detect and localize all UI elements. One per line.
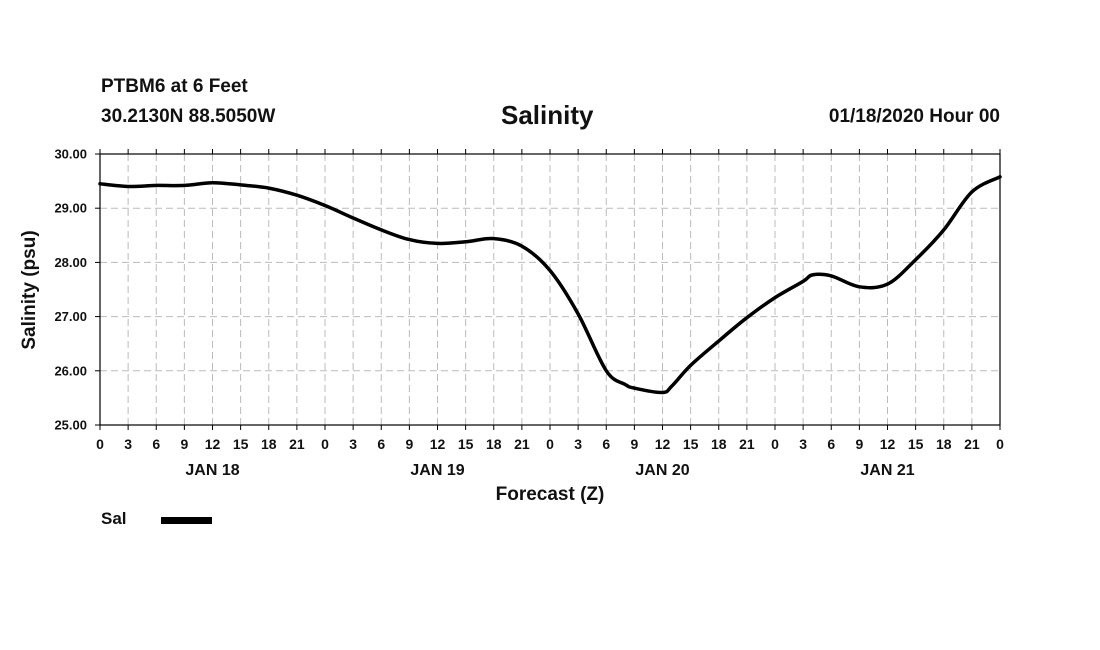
x-tick-label: 0	[321, 436, 329, 452]
salinity-series-line	[98, 175, 1002, 395]
x-tick-label: 18	[711, 436, 727, 452]
y-tick-label: 27.00	[54, 309, 87, 324]
x-tick-label: 12	[205, 436, 221, 452]
x-tick-label: 15	[233, 436, 249, 452]
x-tick-label: 6	[827, 436, 835, 452]
station-name: PTBM6 at 6 Feet	[101, 76, 248, 97]
x-tick-label: 6	[377, 436, 385, 452]
y-tick-label: 26.00	[54, 363, 87, 378]
y-tick-label: 30.00	[54, 147, 87, 162]
station-coordinates: 30.2130N 88.5050W	[101, 106, 276, 127]
x-tick-label: 15	[683, 436, 699, 452]
x-tick-label: 9	[180, 436, 188, 452]
forecast-issue-time: 01/18/2020 Hour 00	[828, 106, 1000, 127]
y-tick-label: 28.00	[54, 255, 87, 270]
x-axis-day-labels: JAN 18 JAN 19 JAN 20 JAN 21	[185, 462, 914, 479]
chart-title: Salinity	[501, 100, 594, 130]
legend-label: Sal	[101, 509, 127, 528]
x-tick-label: 21	[514, 436, 530, 452]
x-tick-label: 9	[855, 436, 863, 452]
x-tick-label: 21	[964, 436, 980, 452]
day-label: JAN 21	[860, 462, 914, 479]
x-tick-label: 3	[574, 436, 582, 452]
x-tick-label: 12	[655, 436, 671, 452]
axis-ticks	[95, 149, 1001, 430]
x-tick-label: 15	[908, 436, 924, 452]
x-tick-label: 12	[880, 436, 896, 452]
x-tick-label: 18	[261, 436, 277, 452]
x-tick-label: 21	[289, 436, 305, 452]
x-axis-title: Forecast (Z)	[496, 484, 605, 505]
x-tick-label: 9	[630, 436, 638, 452]
x-tick-label: 3	[124, 436, 132, 452]
x-tick-label: 0	[996, 436, 1004, 452]
x-tick-label: 0	[96, 436, 104, 452]
y-axis-tick-labels: 25.00 26.00 27.00 28.00 29.00 30.00	[54, 147, 87, 433]
day-label: JAN 18	[185, 462, 239, 479]
x-tick-label: 6	[602, 436, 610, 452]
x-axis-tick-labels: 0 3 6 9 12 15 18 21 0 3 6 9 12 15 18 21 0 3 6 9 12 15 18 21 0 3 6 9…	[96, 436, 1004, 452]
day-label: JAN 19	[410, 462, 464, 479]
legend-swatch	[161, 517, 212, 524]
y-tick-label: 25.00	[54, 418, 87, 433]
x-tick-label: 3	[349, 436, 357, 452]
x-tick-label: 3	[799, 436, 807, 452]
x-tick-label: 15	[458, 436, 474, 452]
day-label: JAN 20	[635, 462, 689, 479]
grid-lines	[100, 154, 1000, 425]
x-tick-label: 0	[771, 436, 779, 452]
x-tick-label: 18	[486, 436, 502, 452]
y-axis-title: Salinity (psu)	[19, 230, 40, 349]
x-tick-label: 18	[936, 436, 952, 452]
x-tick-label: 0	[546, 436, 554, 452]
x-tick-label: 9	[405, 436, 413, 452]
y-tick-label: 29.00	[54, 201, 87, 216]
x-tick-label: 21	[739, 436, 755, 452]
x-tick-label: 6	[152, 436, 160, 452]
x-tick-label: 12	[430, 436, 446, 452]
